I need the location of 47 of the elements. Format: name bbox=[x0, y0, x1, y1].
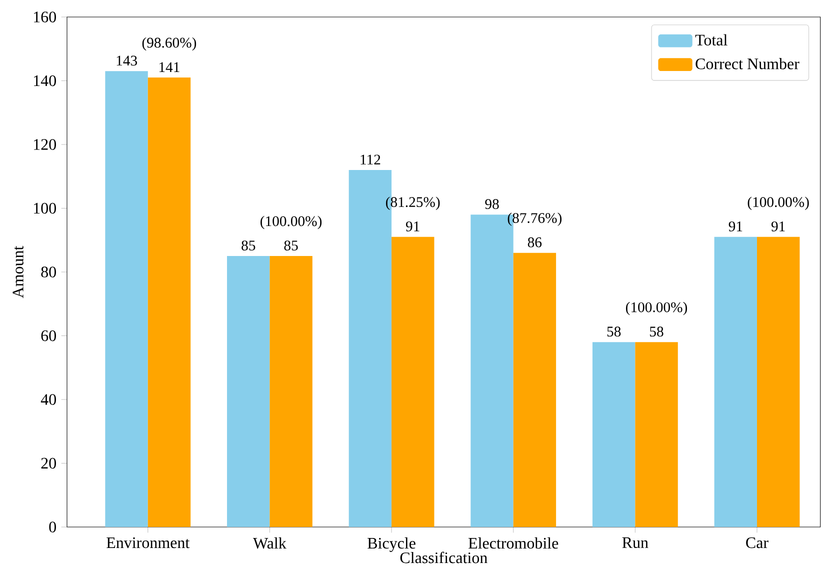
y-tick-label: 100 bbox=[34, 202, 56, 214]
bar bbox=[635, 342, 678, 527]
annotation: (100.00%) bbox=[748, 196, 809, 210]
bar bbox=[148, 78, 191, 527]
x-tick-label: Run bbox=[622, 537, 648, 548]
bar bbox=[392, 236, 434, 527]
data-label: 98 bbox=[485, 199, 499, 210]
x-axis-title: Classification bbox=[400, 552, 488, 564]
y-axis-title: Amount bbox=[12, 246, 24, 298]
data-label: 91 bbox=[728, 221, 742, 232]
y-tick-label: 80 bbox=[41, 266, 56, 278]
x-tick-label: Electromobile bbox=[468, 537, 558, 549]
data-label: 85 bbox=[242, 240, 256, 250]
x-tick-label: Bicycle bbox=[368, 537, 416, 552]
data-label: 91 bbox=[406, 221, 420, 232]
data-label: 141 bbox=[160, 62, 180, 72]
annotation: (100.00%) bbox=[626, 302, 688, 316]
data-label: 58 bbox=[650, 326, 664, 337]
y-tick-label: 40 bbox=[40, 394, 56, 405]
data-label: 112 bbox=[360, 154, 380, 164]
bar bbox=[105, 71, 148, 527]
annotation: (81.25%) bbox=[386, 196, 440, 210]
x-tick-label: Environment bbox=[106, 537, 190, 548]
y-tick-label: 120 bbox=[34, 139, 56, 150]
x-tick-label: Car bbox=[746, 537, 768, 548]
bar bbox=[227, 256, 270, 527]
x-tick-label: Walk bbox=[253, 537, 286, 549]
data-label: 85 bbox=[284, 240, 298, 250]
data-label: 86 bbox=[528, 237, 542, 248]
y-tick-label: 160 bbox=[34, 12, 56, 22]
y-tick-label: 0 bbox=[49, 522, 56, 532]
bar bbox=[592, 342, 636, 527]
bar bbox=[513, 252, 556, 527]
annotation: (100.00%) bbox=[260, 216, 322, 230]
legend-label: Total bbox=[695, 34, 728, 46]
bar bbox=[757, 236, 800, 527]
legend-label: Correct Number bbox=[696, 58, 800, 70]
bar bbox=[714, 236, 757, 527]
data-label: 58 bbox=[607, 326, 621, 337]
annotation: (87.76%) bbox=[508, 212, 562, 226]
y-tick-label: 60 bbox=[41, 330, 56, 342]
annotation: (98.60%) bbox=[142, 37, 196, 51]
data-label: 91 bbox=[771, 221, 785, 232]
y-tick-label: 140 bbox=[34, 75, 56, 86]
bar bbox=[270, 256, 312, 527]
data-label: 143 bbox=[116, 56, 137, 66]
y-tick-label: 20 bbox=[41, 458, 56, 469]
